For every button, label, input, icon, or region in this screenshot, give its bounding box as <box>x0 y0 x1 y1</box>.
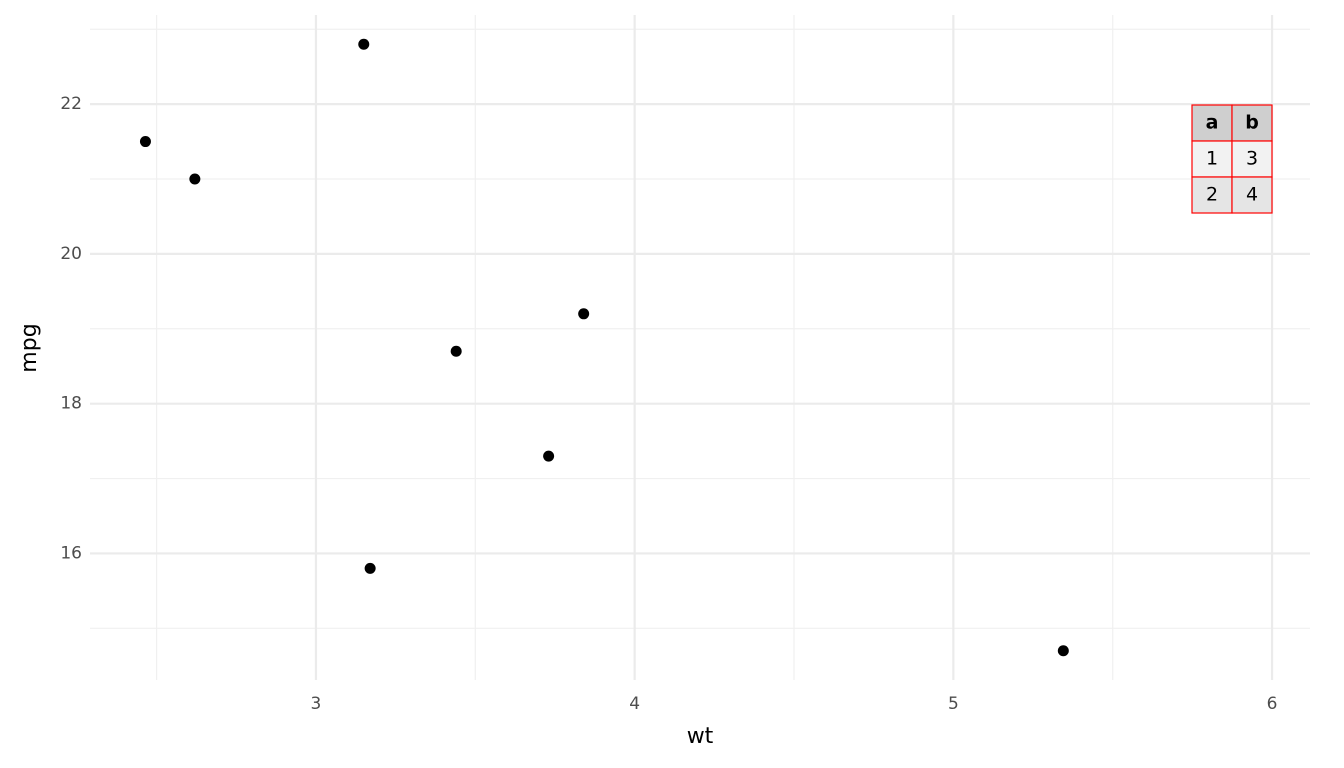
x-tick-label: 5 <box>948 694 959 714</box>
table-header: a <box>1206 112 1219 134</box>
y-tick-label: 18 <box>60 394 82 414</box>
point <box>189 173 201 185</box>
point <box>364 562 376 574</box>
y-axis-title: mpg <box>17 323 42 372</box>
point <box>578 308 590 320</box>
point <box>1057 645 1069 657</box>
x-tick-label: 6 <box>1267 694 1278 714</box>
table-cell-bg <box>1231 140 1273 178</box>
point <box>358 38 370 50</box>
table-cell-bg <box>1231 176 1273 214</box>
y-tick-label: 22 <box>60 94 82 114</box>
x-axis-title: wt <box>687 724 714 749</box>
table-cell: 1 <box>1206 148 1218 170</box>
table-cell: 4 <box>1246 184 1258 206</box>
x-tick-label: 3 <box>311 694 322 714</box>
table-cell: 2 <box>1206 184 1218 206</box>
x-tick-label: 4 <box>629 694 640 714</box>
table-header-cell <box>1231 104 1273 142</box>
point <box>543 450 555 462</box>
y-tick-label: 20 <box>60 244 82 264</box>
point <box>139 136 151 148</box>
table-header: b <box>1245 112 1259 134</box>
table-cell: 3 <box>1246 148 1258 170</box>
point <box>450 345 462 357</box>
table-cell-bg <box>1191 140 1233 178</box>
y-tick-label: 16 <box>60 543 82 563</box>
